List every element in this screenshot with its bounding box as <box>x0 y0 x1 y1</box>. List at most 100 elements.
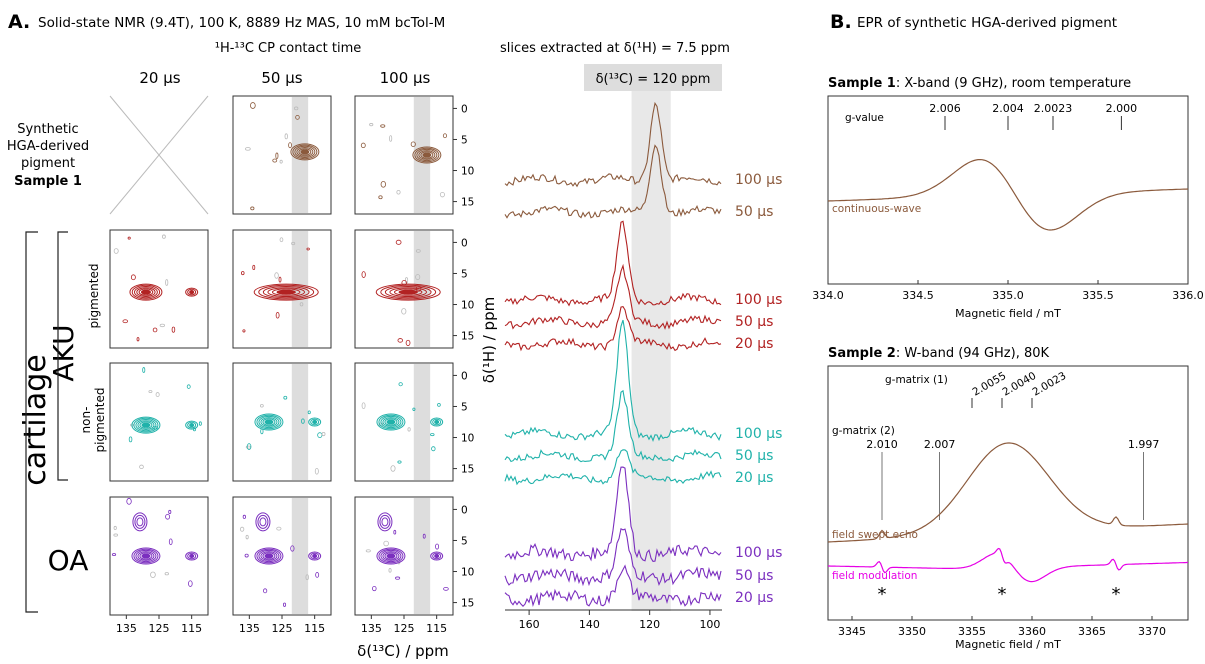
noise-contour <box>245 147 251 151</box>
noise-contour <box>171 326 176 333</box>
peak-contour <box>258 549 280 563</box>
noise-contour <box>259 404 264 408</box>
highlight-band <box>291 498 309 614</box>
epr1-title-bold: Sample 1 <box>828 76 896 91</box>
noise-contour <box>407 427 411 432</box>
noise-contour <box>241 271 245 276</box>
epr1-series-label: continuous-wave <box>832 203 921 215</box>
spectrum-2d-frame <box>354 95 454 215</box>
peak-contour <box>386 553 396 559</box>
peak-contour <box>260 551 278 561</box>
y-tick-label: 5 <box>461 401 468 413</box>
noise-contour <box>360 142 366 149</box>
noise-contour <box>152 327 158 333</box>
noise-contour <box>168 538 173 546</box>
y-tick-label: 10 <box>461 567 474 579</box>
peak-contour <box>187 288 197 296</box>
noise-contour <box>279 237 284 243</box>
epr1-x-tick-label: 335.5 <box>1082 289 1114 302</box>
noise-contour <box>398 382 403 387</box>
peak-contour <box>418 150 436 160</box>
noise-contour <box>397 338 403 343</box>
peak-contour <box>258 284 315 300</box>
slice-line-1-0 <box>504 220 722 307</box>
noise-contour <box>275 312 280 319</box>
noise-contour <box>159 323 166 328</box>
epr2-x-tick-label: 3355 <box>958 625 986 638</box>
noise-contour <box>283 395 288 400</box>
peak-contour <box>264 419 274 425</box>
noise-contour <box>389 135 393 142</box>
epr2-g-matrix-2-value: 2.010 <box>866 438 898 451</box>
epr2-x-tick-label: 3365 <box>1078 625 1106 638</box>
peak-contour <box>308 551 322 561</box>
peak-contour <box>131 416 161 434</box>
panel-a-letter: A. <box>8 11 30 33</box>
peak-contour <box>375 283 441 301</box>
epr1-x-tick-label: 334.5 <box>902 289 934 302</box>
noise-contour <box>299 302 304 307</box>
noise-contour <box>365 549 371 553</box>
peak-contour <box>382 551 400 561</box>
peak-contour <box>189 290 195 295</box>
noise-contour <box>250 102 256 109</box>
slice-series-label: 50 µs <box>735 204 773 220</box>
peak-contour <box>134 286 158 299</box>
y-tick-label: 10 <box>461 433 474 445</box>
epr-x-band-plot: g-value 2.006 2.004 2.0023 2.000 continuous-w… <box>812 95 1204 320</box>
noise-contour <box>315 572 320 578</box>
peak-contour <box>137 551 155 561</box>
row-label-synthetic: Synthetic HGA-derived pigment Sample 1 <box>7 122 89 189</box>
peak-contour <box>292 144 318 160</box>
epr1-g-value: 2.0023 <box>1034 102 1073 115</box>
epr2-g-matrix-2-label: g-matrix (2) <box>832 425 895 437</box>
y-tick-label: 0 <box>461 504 468 516</box>
noise-contour <box>431 446 436 452</box>
peak-contour <box>141 422 151 428</box>
peak-contour <box>380 415 402 429</box>
x-tick-label: 115 <box>181 622 202 635</box>
noise-contour <box>113 525 117 531</box>
noise-contour <box>390 465 396 472</box>
noise-contour <box>142 367 146 373</box>
slice-line-2-2 <box>504 449 722 486</box>
peak-contour <box>378 414 404 430</box>
slice-line-1-2 <box>504 305 722 352</box>
row-label-aku: AKU <box>47 324 80 381</box>
epr2-g-matrix-2-value: 2.007 <box>924 438 956 451</box>
column-label-50: 50 µs <box>261 69 302 87</box>
noise-contour <box>128 436 133 443</box>
slice-line-3-2 <box>504 564 722 608</box>
nmr-2d-grid: 0 5 10 15 0 5 10 15 0 5 10 15 135 125 115 135 125 115 0 5 10… <box>109 95 474 635</box>
noise-contour <box>278 276 282 283</box>
peak-contour <box>416 148 438 162</box>
peak-contour <box>434 553 440 559</box>
slice-series-label: 50 µs <box>735 568 773 584</box>
peak-contour <box>414 147 440 163</box>
peak-contour <box>298 148 312 156</box>
slice-series-label: 100 µs <box>735 292 782 308</box>
noise-contour <box>168 509 172 514</box>
epr2-g-matrix-1-value: 2.0040 <box>1001 370 1039 399</box>
peak-contour <box>434 419 440 425</box>
noise-contour <box>188 580 193 587</box>
noise-contour <box>305 574 309 581</box>
peak-contour <box>384 552 398 560</box>
slice-series-label: 100 µs <box>735 426 782 442</box>
noise-contour <box>127 236 131 240</box>
noise-contour <box>415 249 421 253</box>
peak-contour <box>294 145 316 158</box>
noise-contour <box>401 308 407 315</box>
peak-contour <box>264 553 274 559</box>
epr2-echo-label: field swept echo <box>832 529 918 541</box>
noise-contour <box>422 533 426 539</box>
peak-contour <box>255 512 271 532</box>
noise-contour <box>274 272 279 279</box>
noise-contour <box>239 526 245 532</box>
peak-contour <box>420 151 434 159</box>
spectrum-2d-frame <box>232 95 332 215</box>
peak-contour <box>131 547 161 565</box>
slice-highlight-label: δ(¹³C) = 120 ppm <box>596 72 711 87</box>
x-tick-label: 135 <box>116 622 137 635</box>
